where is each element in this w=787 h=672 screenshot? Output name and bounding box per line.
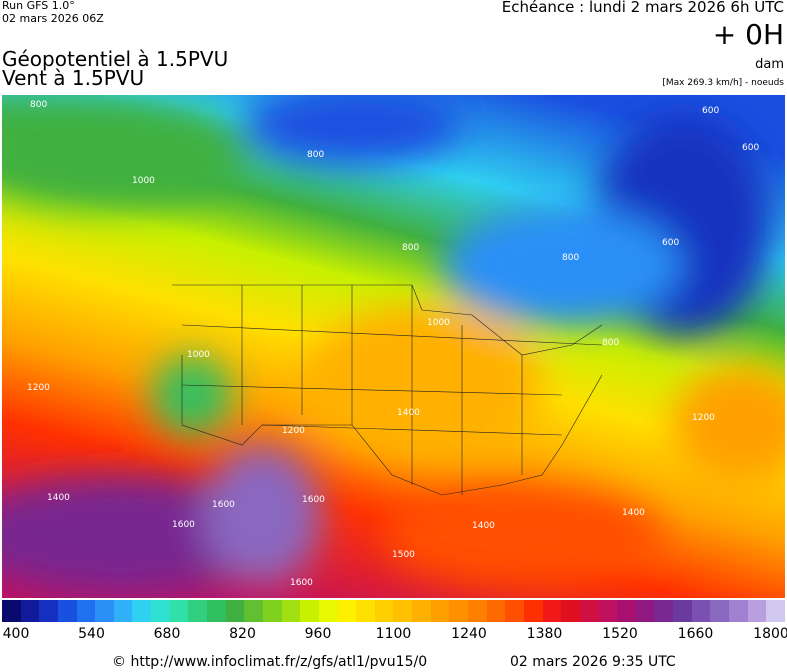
source: © http://www.infoclimat.fr/z/gfs/atl1/pv… bbox=[112, 654, 428, 670]
colorbar-cell bbox=[505, 600, 524, 622]
colorbar-cell bbox=[374, 600, 394, 622]
colorbar-cell bbox=[412, 600, 431, 622]
colorbar-cell bbox=[393, 600, 413, 622]
contour-label: 1600 bbox=[212, 500, 235, 510]
colorbar-cell bbox=[337, 600, 357, 622]
colorbar-cell bbox=[691, 600, 711, 622]
colorbar-cell bbox=[523, 600, 543, 622]
colorbar-cell bbox=[207, 600, 226, 622]
contour-label: 600 bbox=[702, 106, 719, 116]
run-date: 02 mars 2026 06Z bbox=[2, 12, 104, 25]
contour-label: 1500 bbox=[392, 550, 415, 560]
contour-label: 1000 bbox=[427, 318, 450, 328]
colorbar-tick: 1520 bbox=[602, 626, 638, 642]
colorbar-cell bbox=[20, 600, 40, 622]
colorbar-cell bbox=[598, 600, 618, 622]
contour-label: 800 bbox=[562, 253, 579, 263]
contour-label: 800 bbox=[602, 338, 619, 348]
colorbar-tick: 1660 bbox=[677, 626, 714, 642]
colorbar-cell bbox=[244, 600, 263, 622]
title-1: Géopotentiel à 1.5PVU bbox=[2, 47, 229, 71]
colorbar-cell bbox=[2, 600, 21, 622]
unit: dam bbox=[755, 57, 784, 72]
colorbar-cell bbox=[561, 600, 580, 622]
colorbar-cell bbox=[468, 600, 487, 622]
contour-label: 1400 bbox=[472, 521, 495, 531]
colorbar-cell bbox=[169, 600, 189, 622]
colorbar-tick: 680 bbox=[153, 626, 181, 642]
colorbar-tick: 1380 bbox=[526, 626, 563, 642]
colorbar-cell bbox=[617, 600, 636, 622]
contour-label: 600 bbox=[742, 143, 759, 153]
contour-label: 1600 bbox=[302, 495, 325, 505]
max-note: [Max 269.3 km/h] - noeuds bbox=[662, 78, 784, 88]
colorbar-tick: 1100 bbox=[375, 626, 412, 642]
colorbar-cell bbox=[318, 600, 338, 622]
colorbar bbox=[2, 600, 785, 622]
colorbar-cell bbox=[449, 600, 469, 622]
colorbar-cell bbox=[281, 600, 301, 622]
colorbar-cell bbox=[188, 600, 208, 622]
title-2: Vent à 1.5PVU bbox=[2, 66, 145, 90]
colorbar-cell bbox=[300, 600, 319, 622]
contour-label: 1600 bbox=[172, 520, 195, 530]
contour-label: 1600 bbox=[290, 578, 313, 588]
colorbar-cell bbox=[579, 600, 599, 622]
colorbar-cell bbox=[113, 600, 133, 622]
colorbar-tick: 820 bbox=[229, 626, 256, 642]
colorbar-tick: 960 bbox=[304, 626, 332, 642]
colorbar-tick: 1240 bbox=[451, 626, 487, 642]
contour-label: 1200 bbox=[692, 413, 715, 423]
contour-label: 1200 bbox=[282, 426, 305, 436]
colorbar-cell bbox=[542, 600, 562, 622]
colorbar-cell bbox=[654, 600, 674, 622]
contour-label: 1400 bbox=[47, 493, 70, 503]
contour-label: 1000 bbox=[132, 176, 155, 186]
colorbar-cell bbox=[486, 600, 506, 622]
colorbar-cell bbox=[747, 600, 767, 622]
colorbar-cell bbox=[766, 600, 785, 622]
colorbar-cell bbox=[728, 600, 748, 622]
contour-label: 1200 bbox=[27, 383, 50, 393]
colorbar-cell bbox=[132, 600, 152, 622]
contour-label: 800 bbox=[30, 100, 47, 110]
colorbar-cell bbox=[262, 600, 282, 622]
colorbar-cell bbox=[76, 600, 96, 622]
colorbar-cell bbox=[57, 600, 77, 622]
contour-label: 1000 bbox=[187, 350, 210, 360]
map: 800 800 1000 600 600 600 800 800 800 1000 1200 1000… bbox=[2, 95, 785, 598]
colorbar-cell bbox=[673, 600, 692, 622]
valid-time: Echéance : lundi 2 mars 2026 6h UTC bbox=[501, 0, 784, 16]
colorbar-cell bbox=[710, 600, 729, 622]
contour-label: 600 bbox=[662, 238, 679, 248]
issue-time: 02 mars 2026 9:35 UTC bbox=[510, 654, 676, 670]
lead-time: + 0H bbox=[712, 18, 784, 51]
colorbar-cell bbox=[356, 600, 375, 622]
colorbar-cell bbox=[430, 600, 450, 622]
colorbar-cell bbox=[39, 600, 58, 622]
contour-label: 1400 bbox=[622, 508, 645, 518]
colorbar-cell bbox=[151, 600, 170, 622]
contour-label: 800 bbox=[307, 150, 324, 160]
contour-label: 1400 bbox=[397, 408, 420, 418]
colorbar-tick: 1800 bbox=[753, 626, 787, 642]
run: Run GFS 1.0° bbox=[2, 0, 75, 12]
colorbar-cell bbox=[225, 600, 245, 622]
colorbar-tick: 540 bbox=[78, 626, 105, 642]
colorbar-tick: 400 bbox=[2, 626, 30, 642]
contour-label: 800 bbox=[402, 243, 419, 253]
colorbar-cell bbox=[635, 600, 655, 622]
colorbar-cell bbox=[95, 600, 114, 622]
